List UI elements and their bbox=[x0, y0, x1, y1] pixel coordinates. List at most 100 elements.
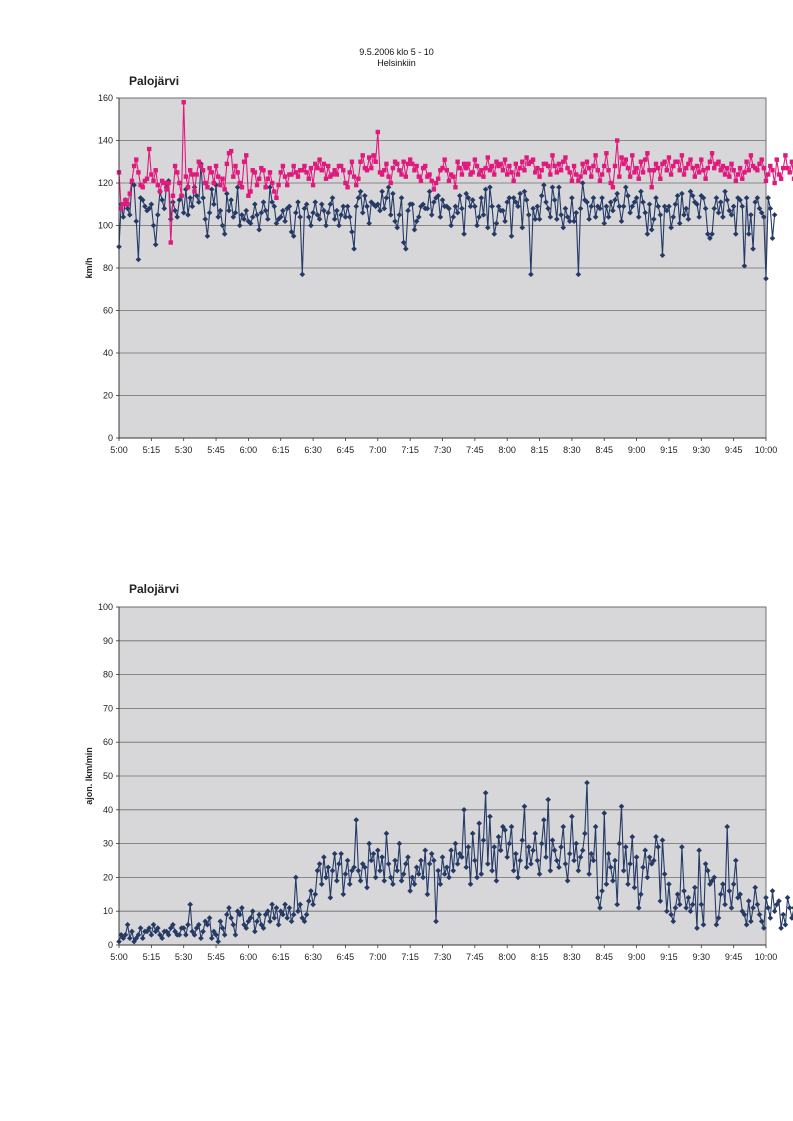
data-point bbox=[504, 854, 510, 860]
data-point bbox=[681, 212, 687, 218]
data-point bbox=[129, 928, 135, 935]
data-point bbox=[761, 214, 767, 220]
data-point bbox=[192, 189, 197, 194]
data-point bbox=[707, 235, 713, 242]
data-point bbox=[688, 157, 693, 162]
x-tick-label: 7:00 bbox=[369, 445, 387, 455]
data-point bbox=[556, 161, 562, 167]
x-tick-label: 5:30 bbox=[175, 952, 193, 962]
data-point bbox=[385, 184, 392, 191]
data-point bbox=[345, 185, 350, 190]
data-point bbox=[375, 201, 381, 208]
data-point bbox=[280, 163, 286, 169]
data-point bbox=[440, 165, 445, 171]
data-point bbox=[256, 911, 262, 918]
data-point bbox=[362, 864, 368, 871]
data-point bbox=[668, 224, 674, 231]
data-point bbox=[280, 911, 286, 918]
x-tick-label: 8:45 bbox=[595, 952, 613, 962]
data-point bbox=[543, 199, 549, 205]
data-point bbox=[560, 823, 567, 830]
data-point bbox=[709, 231, 715, 237]
data-point bbox=[429, 178, 434, 184]
data-point bbox=[231, 174, 236, 179]
data-point bbox=[381, 205, 388, 212]
data-point bbox=[459, 172, 465, 177]
data-point bbox=[241, 159, 247, 164]
data-point bbox=[414, 163, 419, 169]
data-point bbox=[742, 170, 747, 175]
data-point bbox=[457, 165, 462, 171]
data-point bbox=[476, 214, 482, 220]
data-point bbox=[701, 168, 706, 173]
data-point bbox=[487, 813, 493, 820]
data-point bbox=[224, 911, 230, 918]
y-tick-label: 140 bbox=[98, 136, 113, 146]
data-point bbox=[554, 857, 560, 864]
data-point bbox=[562, 861, 569, 867]
data-point bbox=[632, 170, 637, 175]
data-point bbox=[228, 915, 234, 921]
data-point bbox=[351, 864, 357, 871]
x-tick-label: 5:30 bbox=[175, 445, 193, 455]
data-point bbox=[767, 205, 774, 212]
data-point bbox=[120, 214, 127, 220]
data-point bbox=[727, 174, 732, 179]
data-point bbox=[200, 928, 206, 935]
data-point bbox=[536, 871, 543, 877]
data-point bbox=[172, 163, 178, 169]
data-point bbox=[369, 165, 374, 171]
data-point bbox=[584, 199, 590, 205]
data-point bbox=[607, 864, 614, 871]
data-point bbox=[502, 827, 508, 833]
data-point bbox=[384, 161, 389, 167]
data-point bbox=[640, 864, 646, 871]
data-point bbox=[174, 214, 181, 220]
data-point bbox=[230, 214, 237, 220]
data-point bbox=[733, 178, 739, 184]
data-point bbox=[453, 185, 458, 190]
data-point bbox=[131, 182, 137, 188]
data-point bbox=[157, 189, 163, 194]
data-point bbox=[206, 209, 213, 216]
data-point bbox=[362, 192, 368, 199]
data-point bbox=[724, 165, 730, 171]
data-point bbox=[519, 837, 526, 844]
data-point bbox=[413, 864, 420, 871]
data-point bbox=[700, 195, 707, 201]
data-point bbox=[290, 233, 297, 239]
data-point bbox=[625, 881, 631, 887]
data-point bbox=[239, 185, 245, 190]
data-point bbox=[221, 932, 228, 938]
data-point bbox=[666, 881, 672, 887]
data-point bbox=[715, 915, 722, 921]
data-point bbox=[344, 203, 351, 210]
data-point bbox=[651, 168, 657, 173]
data-point bbox=[299, 915, 306, 921]
data-point bbox=[323, 874, 329, 881]
data-point bbox=[146, 146, 152, 152]
data-point bbox=[590, 195, 597, 201]
data-point bbox=[312, 199, 319, 205]
data-point bbox=[241, 921, 247, 928]
y-tick-label: 0 bbox=[108, 433, 113, 443]
y-tick-label: 70 bbox=[103, 703, 113, 713]
data-point bbox=[413, 218, 420, 225]
y-tick-label: 90 bbox=[103, 636, 113, 646]
data-point bbox=[692, 174, 698, 179]
data-point bbox=[386, 174, 391, 179]
data-point bbox=[465, 844, 472, 850]
data-point bbox=[521, 188, 528, 195]
data-point bbox=[638, 891, 644, 898]
data-point bbox=[224, 161, 230, 167]
data-point bbox=[428, 212, 435, 218]
data-point bbox=[771, 908, 778, 914]
data-point bbox=[506, 840, 513, 847]
data-point bbox=[383, 195, 390, 201]
data-point bbox=[502, 218, 508, 225]
data-point bbox=[349, 867, 355, 874]
data-point bbox=[530, 205, 536, 212]
data-point bbox=[325, 864, 331, 871]
data-point bbox=[616, 840, 623, 847]
data-point bbox=[390, 165, 396, 171]
